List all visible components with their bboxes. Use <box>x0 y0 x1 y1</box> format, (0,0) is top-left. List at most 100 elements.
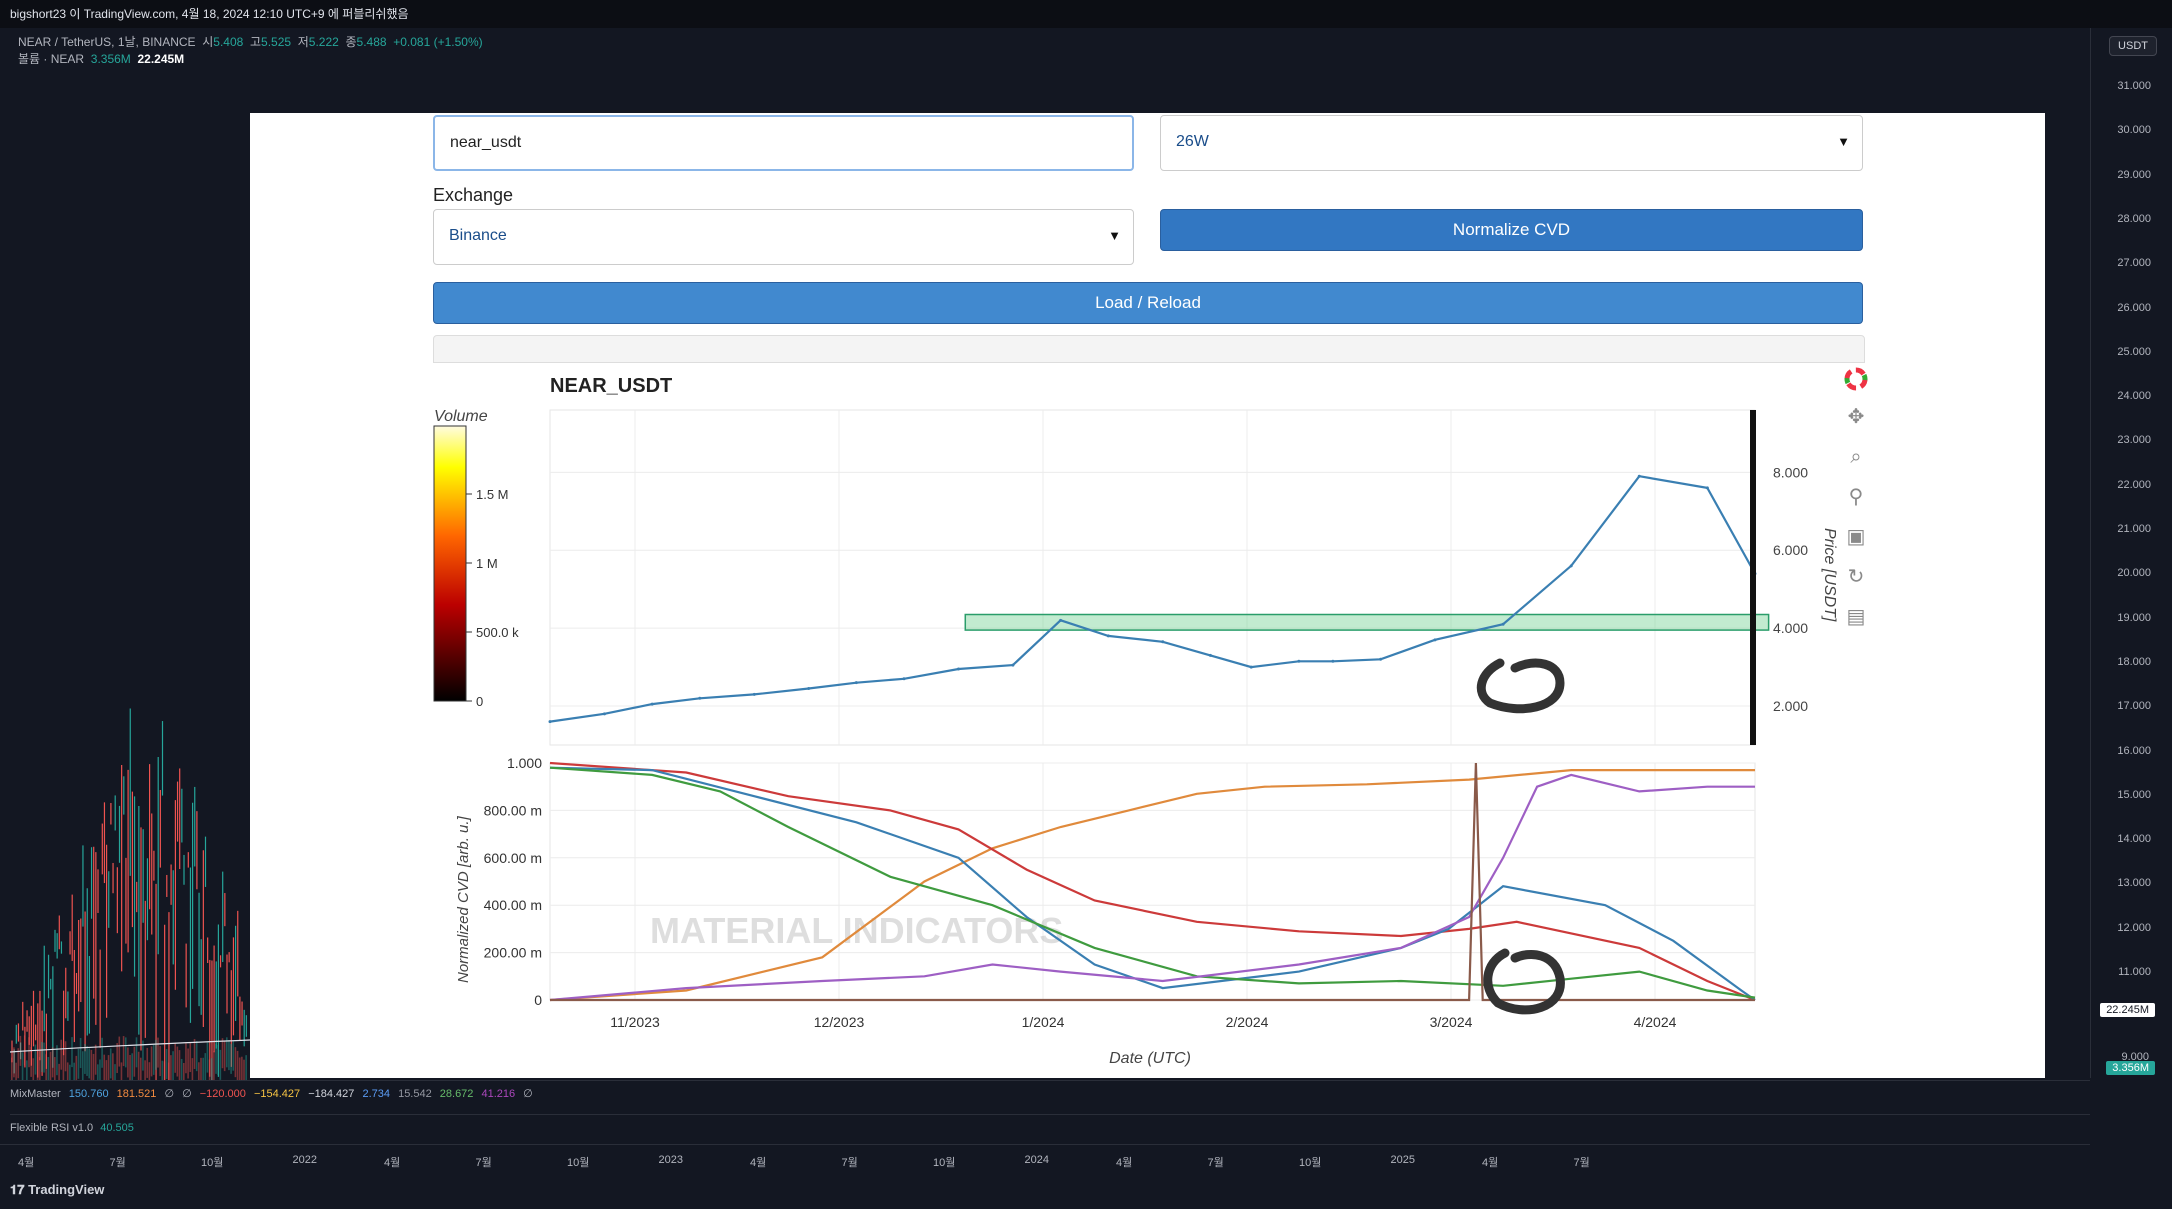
volume-bar <box>64 1041 67 1072</box>
price-axis-tick: 14.000 <box>2117 833 2151 846</box>
cvd-tick-label: 400.00 m <box>484 897 542 913</box>
volume-bar <box>155 1039 157 1070</box>
price-point <box>1249 665 1253 669</box>
cvd-figure: NEAR_USDT 2.000 4.000 6.000 8.000 0 200.00 m 40… <box>433 375 1838 1067</box>
mixmaster-value: 28.672 <box>436 1088 474 1100</box>
time-axis-label: 4월 <box>1482 1157 1499 1169</box>
volume-bar <box>47 1056 50 1080</box>
volume-bar <box>30 1046 32 1077</box>
price-point <box>1331 659 1335 663</box>
volume-bar <box>150 1046 153 1077</box>
mixmaster-value: −120.000 <box>196 1088 246 1100</box>
volume-bar <box>23 1035 26 1066</box>
rsi-indicator-row[interactable]: Flexible RSI v1.0 40.505 <box>10 1114 2090 1141</box>
mixmaster-indicator-row[interactable]: MixMaster 150.760 181.521 ∅ ∅ −120.000 −… <box>10 1080 2090 1107</box>
volume-label[interactable]: 볼륨 · NEAR <box>18 52 85 66</box>
volume-bar <box>62 1050 65 1080</box>
volume-bar <box>75 1055 78 1080</box>
colorbar-tick-label: 0 <box>476 694 483 709</box>
volume-bar <box>137 1051 140 1080</box>
wheel-zoom-icon[interactable]: ⚲ <box>1848 486 1864 508</box>
price-axis[interactable]: USDT 31.000 30.000 29.000 28.000 27.000 26.00… <box>2090 28 2172 1078</box>
time-axis[interactable]: 4월 7월 10월 2022 4월 7월 10월 2023 4월 7월 10월 2024 4월 7월 10월… <box>0 1144 2090 1175</box>
reset-tool-icon[interactable]: ↻ <box>1847 566 1865 588</box>
price-axis-tick: 25.000 <box>2117 345 2151 358</box>
volume-bar <box>116 1043 118 1074</box>
price-axis-tick: 19.000 <box>2117 611 2151 624</box>
volume-bar <box>144 1060 146 1080</box>
rsi-value: 40.505 <box>100 1122 134 1134</box>
volume-bar <box>200 1057 202 1080</box>
volume-bar <box>193 1038 196 1069</box>
volume-bar <box>86 1045 88 1076</box>
price-axis-tick: 21.000 <box>2117 523 2151 535</box>
pan-tool-icon[interactable]: ✥ <box>1847 406 1865 428</box>
price-axis-tick: 17.000 <box>2117 700 2151 713</box>
volume-bar <box>66 1062 69 1080</box>
price-point <box>650 702 654 706</box>
time-axis-label: 4월 <box>384 1157 401 1169</box>
save-tool-icon[interactable]: ▣ <box>1846 526 1866 548</box>
time-axis-label: 4월 <box>750 1157 767 1169</box>
time-axis-label: 4월 <box>1116 1157 1133 1169</box>
volume-bar <box>28 1037 30 1068</box>
price-point <box>1705 486 1709 490</box>
price-axis-tick: 11.000 <box>2118 966 2151 978</box>
dropdown-arrow-icon: ▼ <box>1837 134 1850 149</box>
price-point <box>807 687 811 691</box>
mixmaster-value: −184.427 <box>305 1088 355 1100</box>
currency-button[interactable]: USDT <box>2109 36 2157 56</box>
volume-bar <box>140 1057 142 1080</box>
bokeh-logo-icon[interactable] <box>1842 366 1870 394</box>
date-tick-label: 12/2023 <box>814 1014 865 1030</box>
normalize-cvd-button[interactable]: Normalize CVD <box>1160 209 1863 251</box>
price-axis-tick: 18.000 <box>2117 655 2151 668</box>
background-price-candles <box>10 708 250 1080</box>
time-axis-label: 2024 <box>1024 1154 1049 1166</box>
colorbar-tick-label: 1 M <box>476 556 498 571</box>
symbol-description[interactable]: NEAR / TetherUS, 1날, BINANCE <box>18 35 196 49</box>
date-tick-label: 1/2024 <box>1022 1014 1065 1030</box>
volume-bar <box>133 1046 136 1077</box>
price-axis-tick: 15.000 <box>2117 788 2151 801</box>
price-point <box>1059 618 1063 622</box>
volume-tag: 3.356M <box>2106 1061 2155 1075</box>
time-axis-label: 2023 <box>658 1154 683 1166</box>
volume-bar <box>118 1036 121 1067</box>
price-axis-tick: 23.000 <box>2117 434 2151 447</box>
mixmaster-value: ∅ <box>179 1088 192 1100</box>
box-zoom-icon[interactable]: ⌕ <box>1850 446 1862 468</box>
tradingview-logo[interactable]: 𝟏𝟕 TradingView <box>10 1182 105 1197</box>
interval-value: 26W <box>1176 133 1209 150</box>
volume-bar <box>204 1053 207 1080</box>
load-reload-button[interactable]: Load / Reload <box>433 282 1863 324</box>
annotation-circle-top <box>1476 658 1565 714</box>
price-point <box>854 681 858 685</box>
volume-bar <box>97 1064 99 1080</box>
volume-bar <box>238 1057 241 1080</box>
time-axis-label: 10월 <box>933 1157 956 1169</box>
volume-bar <box>236 1050 239 1080</box>
volume-bar <box>148 1062 151 1080</box>
exchange-select[interactable]: Binance ▼ <box>433 209 1134 265</box>
volume-bar <box>109 1048 112 1079</box>
volume-ma-line <box>10 1039 250 1053</box>
volume-bar <box>43 1042 45 1073</box>
volume-bar <box>195 1041 198 1072</box>
hover-tool-icon[interactable]: ▤ <box>1846 606 1866 628</box>
price-point <box>956 667 960 671</box>
price-tick-label: 8.000 <box>1773 464 1808 480</box>
interval-select[interactable]: 26W ▼ <box>1160 115 1863 171</box>
price-point <box>1433 638 1437 642</box>
publish-info-bar: bigshort23 이 TradingView.com, 4월 18, 202… <box>0 0 2172 28</box>
symbol-input[interactable] <box>433 115 1134 171</box>
mixmaster-value: 150.760 <box>68 1088 109 1100</box>
volume-bar <box>88 1048 90 1079</box>
price-tick-label: 4.000 <box>1773 620 1808 636</box>
colorbar-tick-label: 1.5 M <box>476 487 509 502</box>
cvd-axis-label: Normalized CVD [arb. u.] <box>455 815 472 983</box>
volume-bar <box>219 1049 222 1080</box>
volume-bar <box>107 1055 110 1080</box>
time-axis-label: 4월 <box>18 1157 35 1169</box>
price-axis-tick: 26.000 <box>2117 301 2151 314</box>
